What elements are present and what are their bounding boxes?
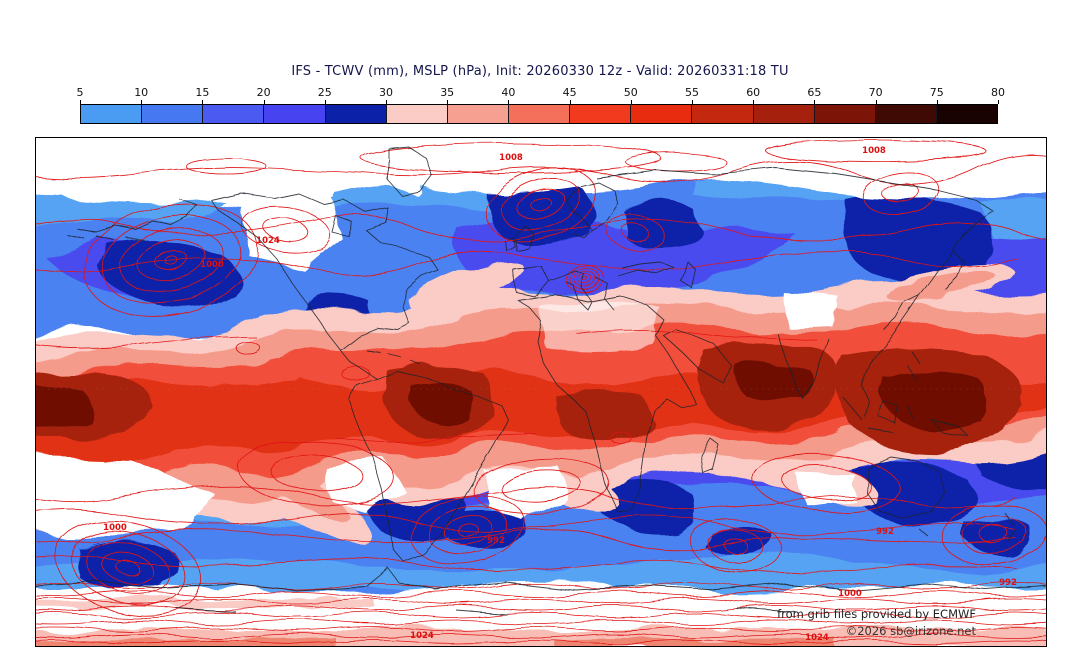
colorbar-tick [569,100,571,104]
credit-source: from grib files provided by ECMWF [777,607,976,621]
colorbar-segment [81,105,143,123]
mslp-contours [36,139,1046,644]
colorbar-tick [936,100,938,104]
colorbar-tick-label: 25 [317,86,332,99]
colorbar-segment [631,105,693,123]
coastlines [36,145,1046,615]
colorbar-tick-label: 80 [991,86,1005,99]
pressure-label: 1000 [200,260,224,270]
pressure-label: 1024 [410,631,434,641]
pressure-label: 1000 [838,589,862,599]
colorbar-tick [202,100,204,104]
colorbar-segment [508,105,571,123]
colorbar-tick-label: 5 [76,86,84,99]
colorbar-tick-label: 40 [501,86,516,99]
colorbar-tick [141,100,143,104]
colorbar-tick [80,100,81,104]
colorbar-gradient [80,104,998,124]
colorbar-segment [753,105,815,123]
colorbar-tick [814,100,816,104]
colorbar-segment [203,105,265,123]
colorbar-segment [570,105,632,123]
colorbar-segment [264,105,326,123]
world-map: 1008 1008 1024 1000 1000 992 992 992 1000 1024 102… [35,137,1047,647]
colorbar-tick [324,100,326,104]
pressure-label: 1008 [499,153,523,163]
colorbar-tick-label: 30 [379,86,393,99]
colorbar-segment [936,105,998,123]
pressure-label: 1008 [862,146,886,156]
colorbar-segment [447,105,509,123]
colorbar-segment [386,105,448,123]
colorbar-segment [692,105,754,123]
pressure-label: 1024 [256,236,280,246]
colorbar-segment [142,105,204,123]
pressure-label: 1024 [805,633,829,643]
page-title: IFS - TCWV (mm), MSLP (hPa), Init: 20260… [291,64,789,79]
colorbar-tick-label: 45 [562,86,577,99]
colorbar-tick-marks [80,100,999,104]
pressure-label: 992 [876,527,894,537]
map-credits: from grib files provided by ECMWF ©2026 … [777,606,976,640]
pressure-label: 992 [999,578,1017,588]
colorbar-tick [998,100,999,104]
colorbar-tick-labels: 5 10 15 20 25 30 35 40 45 50 55 60 65 70 75 80 [76,86,1006,100]
pressure-label: 1000 [103,523,127,533]
contour-pressure-labels: 1008 1008 1024 1000 1000 992 992 992 1000 1024 102… [103,146,1017,643]
colorbar-tick-label: 55 [685,86,699,99]
colorbar-tick [447,100,449,104]
colorbar-segment [325,105,387,123]
colorbar-tick [508,100,510,104]
colorbar-tick [263,100,265,104]
colorbar-tick-label: 65 [807,86,822,99]
tcwv-mslp-map: 1008 1008 1024 1000 1000 992 992 992 1000 1024 102… [36,138,1046,646]
colorbar-tick-label: 60 [746,86,761,99]
colorbar-tick [692,100,693,104]
colorbar-tick-label: 50 [623,86,638,99]
colorbar-tick [875,100,877,104]
colorbar-tick-label: 75 [929,86,944,99]
credit-copyright: ©2026 sb@irizone.net [845,624,976,638]
colorbar-tick-label: 20 [256,86,271,99]
pressure-label: 992 [487,536,505,546]
colorbar-tick [753,100,755,104]
colorbar-segment [814,105,876,123]
dry-white-zones [36,138,1046,646]
colorbar-tick-label: 35 [440,86,455,99]
colorbar-segment [875,105,937,123]
colorbar: 5 10 15 20 25 30 35 40 45 50 55 60 65 70 75 80 [76,86,1006,124]
colorbar-tick-label: 70 [868,86,883,99]
tcwv-red-field [36,260,1046,540]
colorbar-tick [386,100,387,104]
colorbar-tick-label: 15 [195,86,210,99]
colorbar-tick [630,100,632,104]
colorbar-tick-label: 10 [134,86,149,99]
